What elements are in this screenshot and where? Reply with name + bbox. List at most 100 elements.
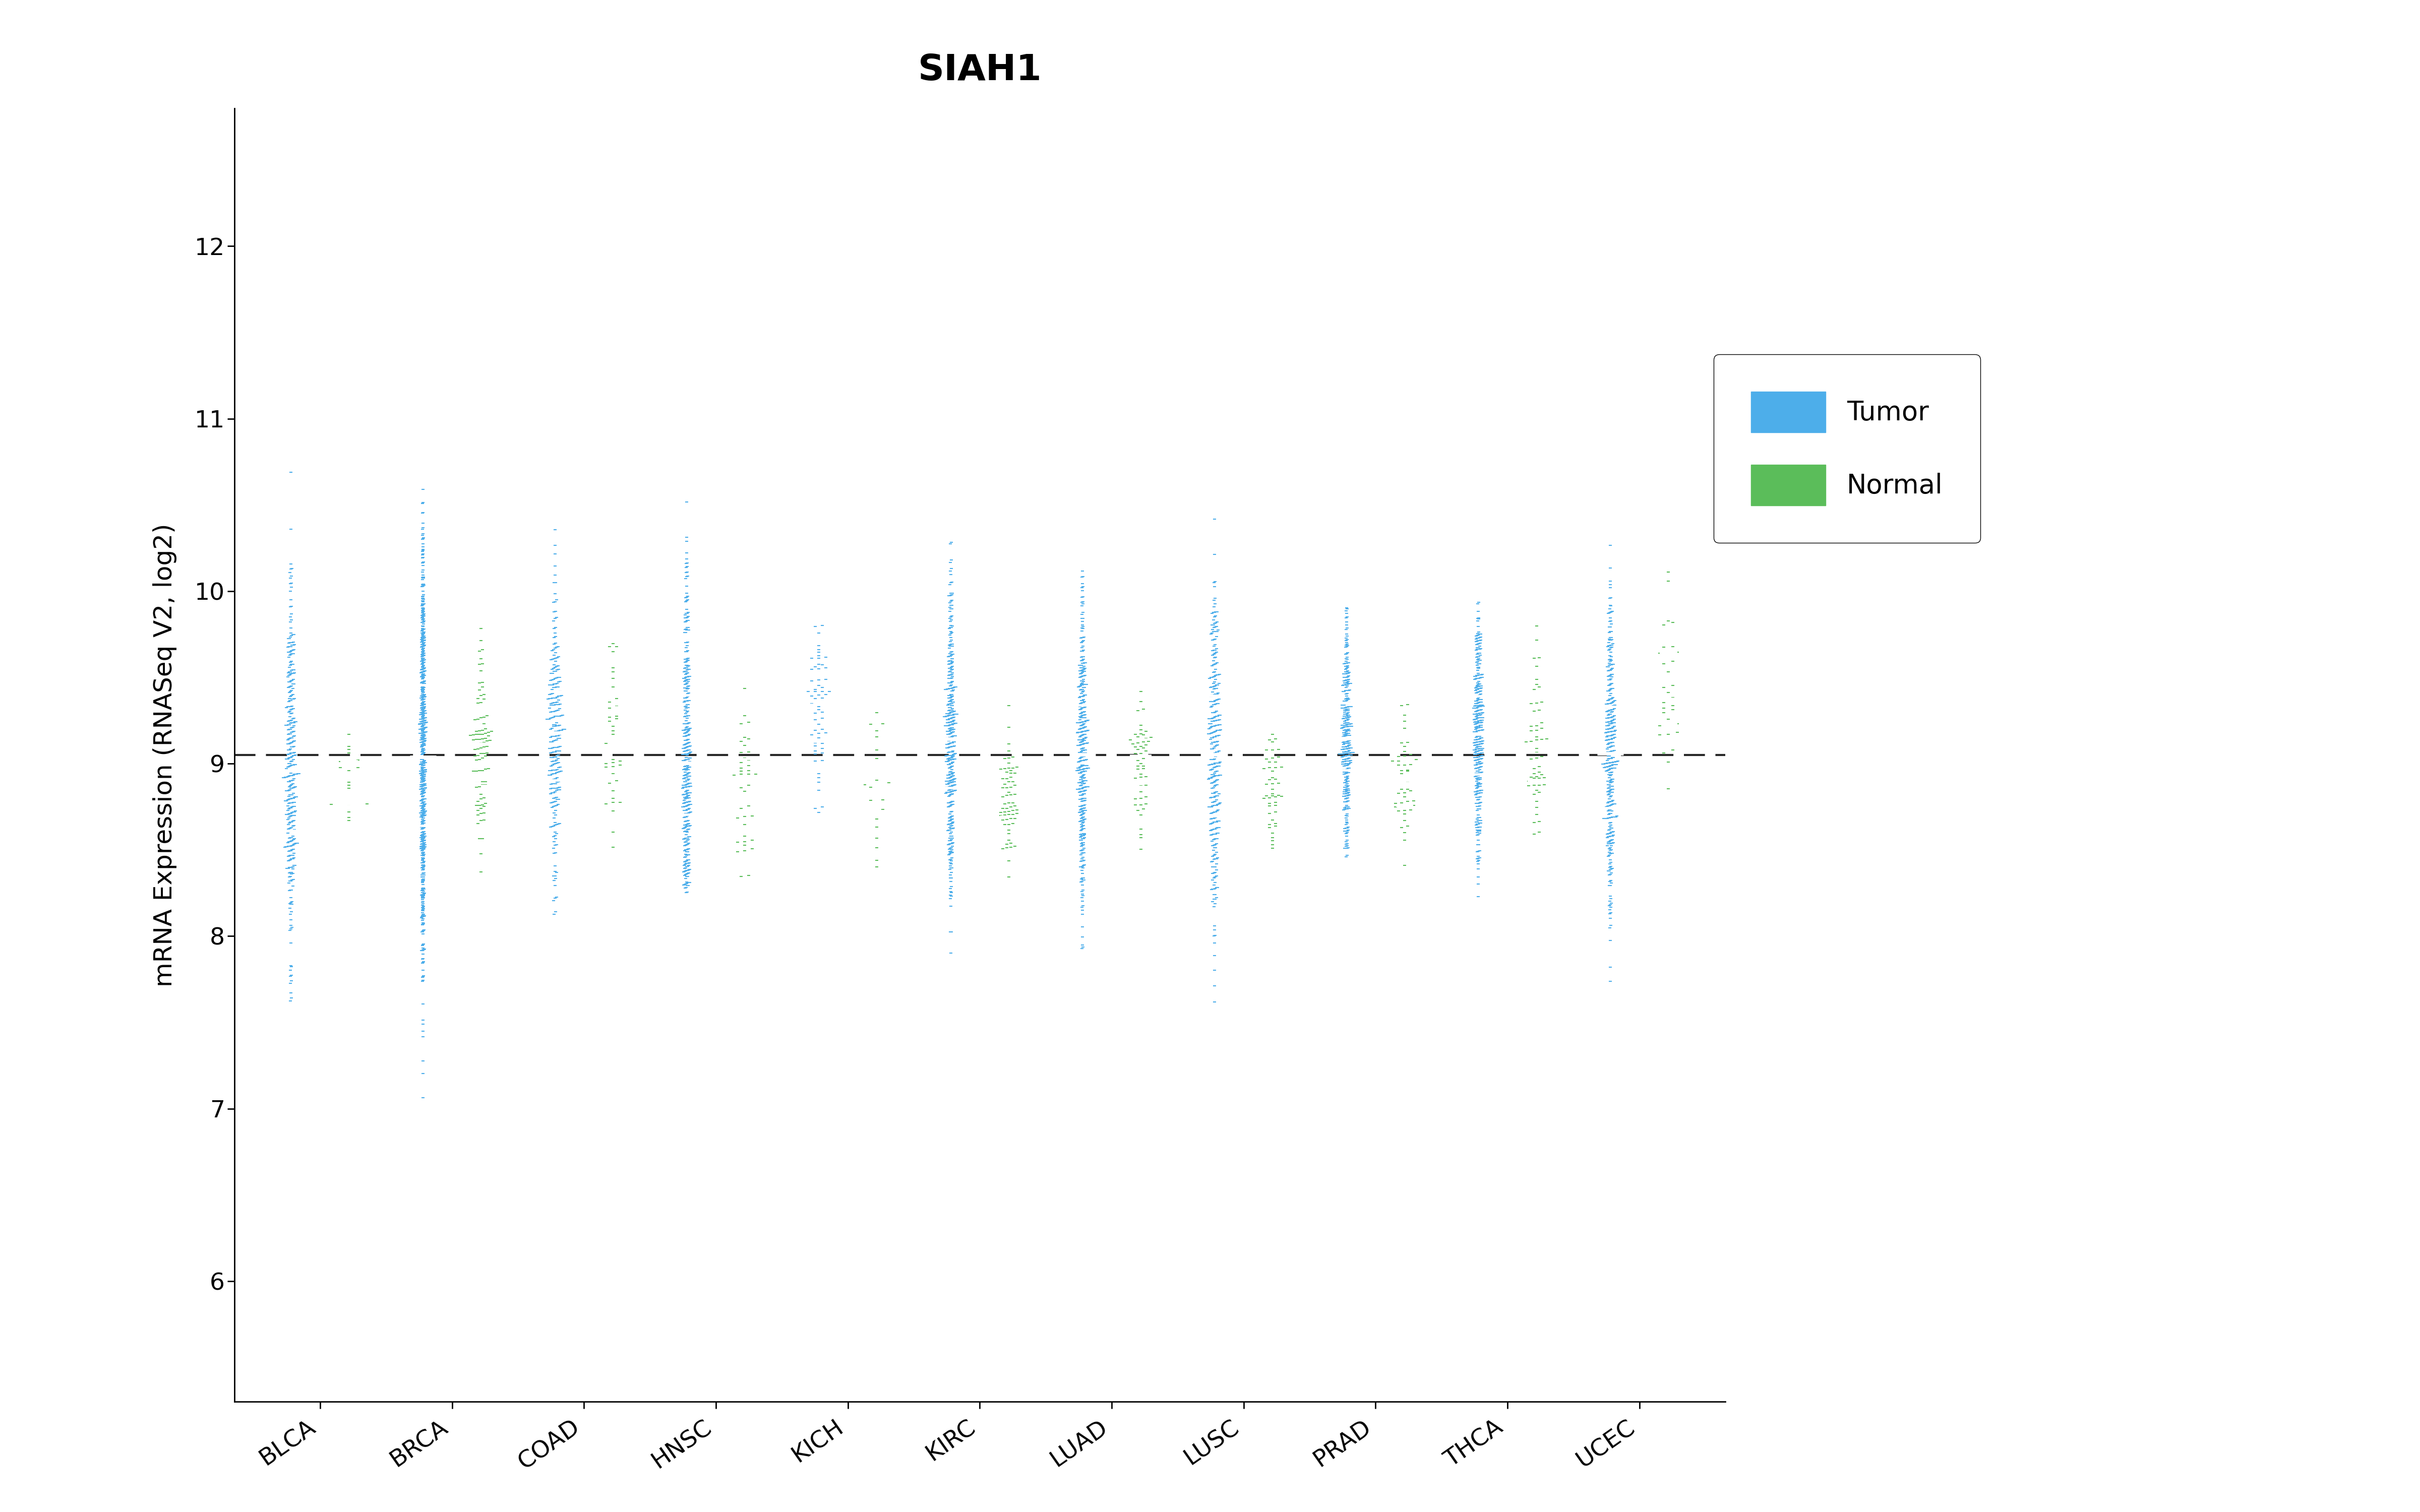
Point: [1326, 652, 1365, 676]
Point: [402, 747, 440, 771]
Point: [668, 738, 707, 762]
Point: [1590, 688, 1629, 712]
Point: [668, 739, 707, 764]
Point: [1590, 806, 1629, 830]
Point: [532, 758, 571, 782]
Point: [271, 680, 310, 705]
Point: [537, 705, 576, 729]
Point: [1326, 705, 1365, 729]
Point: [271, 688, 310, 712]
Point: [1062, 774, 1101, 798]
Point: [990, 865, 1028, 889]
Point: [404, 546, 443, 570]
Point: [271, 774, 310, 798]
Point: [404, 677, 443, 702]
Point: [1331, 736, 1370, 761]
Point: [1060, 756, 1099, 780]
Point: [532, 730, 571, 754]
Point: [934, 712, 973, 736]
Point: [990, 803, 1028, 827]
Point: [273, 741, 312, 765]
Point: [402, 720, 440, 744]
Point: [1590, 691, 1629, 715]
Point: [1062, 842, 1101, 866]
Point: [1331, 741, 1370, 765]
Point: [1116, 786, 1154, 810]
Point: [402, 721, 440, 745]
Point: [929, 747, 968, 771]
Point: [1193, 653, 1232, 677]
Point: [542, 754, 581, 779]
Point: [404, 756, 443, 780]
Point: [1457, 748, 1496, 773]
Point: [455, 738, 494, 762]
Point: [1329, 736, 1367, 761]
Point: [271, 815, 310, 839]
Point: [322, 750, 361, 774]
Point: [1329, 727, 1367, 751]
Point: [1377, 795, 1416, 820]
Point: [1062, 697, 1101, 721]
Point: [402, 815, 440, 839]
Point: [1195, 620, 1234, 644]
Point: [404, 641, 443, 665]
Point: [407, 702, 445, 726]
Point: [404, 631, 443, 655]
Point: [864, 712, 903, 736]
Point: [404, 767, 443, 791]
Point: [1331, 751, 1370, 776]
Point: [929, 680, 968, 705]
Point: [929, 765, 968, 789]
Point: [273, 809, 312, 833]
Point: [402, 782, 440, 806]
Point: [402, 661, 440, 685]
Point: [929, 711, 968, 735]
Point: [1195, 611, 1234, 635]
Point: [271, 717, 310, 741]
Point: [1326, 786, 1365, 810]
Point: [271, 631, 310, 655]
Point: [1062, 748, 1101, 773]
Point: [670, 871, 709, 895]
Point: [1588, 748, 1626, 773]
Point: [273, 791, 312, 815]
Point: [276, 742, 315, 767]
Point: [668, 865, 707, 889]
Point: [1060, 705, 1099, 729]
Point: [932, 768, 970, 792]
Point: [1191, 696, 1229, 720]
Point: [929, 659, 968, 683]
Point: [932, 839, 970, 863]
Point: [666, 585, 704, 609]
Point: [1389, 794, 1428, 818]
Point: [668, 774, 707, 798]
Point: [1595, 804, 1634, 829]
Point: [857, 738, 895, 762]
Point: [1459, 815, 1498, 839]
Point: [1065, 765, 1104, 789]
Point: [1062, 800, 1101, 824]
Point: [1329, 708, 1367, 732]
Point: [269, 751, 307, 776]
Point: [1193, 671, 1232, 696]
Point: [1324, 718, 1362, 742]
Point: [1326, 832, 1365, 856]
Point: [1462, 736, 1500, 761]
Point: [1251, 791, 1290, 815]
Point: [1592, 792, 1631, 816]
Point: [402, 626, 440, 650]
Point: [934, 703, 973, 727]
Point: [404, 865, 443, 889]
Point: [404, 750, 443, 774]
Point: [1462, 694, 1500, 718]
Point: [666, 736, 704, 761]
Point: [457, 723, 496, 747]
Point: [1457, 724, 1496, 748]
Point: [1062, 803, 1101, 827]
Point: [404, 762, 443, 786]
Point: [1459, 833, 1498, 857]
Point: [1324, 692, 1362, 717]
Point: [1588, 635, 1626, 659]
Point: [1462, 692, 1500, 717]
Point: [934, 768, 973, 792]
